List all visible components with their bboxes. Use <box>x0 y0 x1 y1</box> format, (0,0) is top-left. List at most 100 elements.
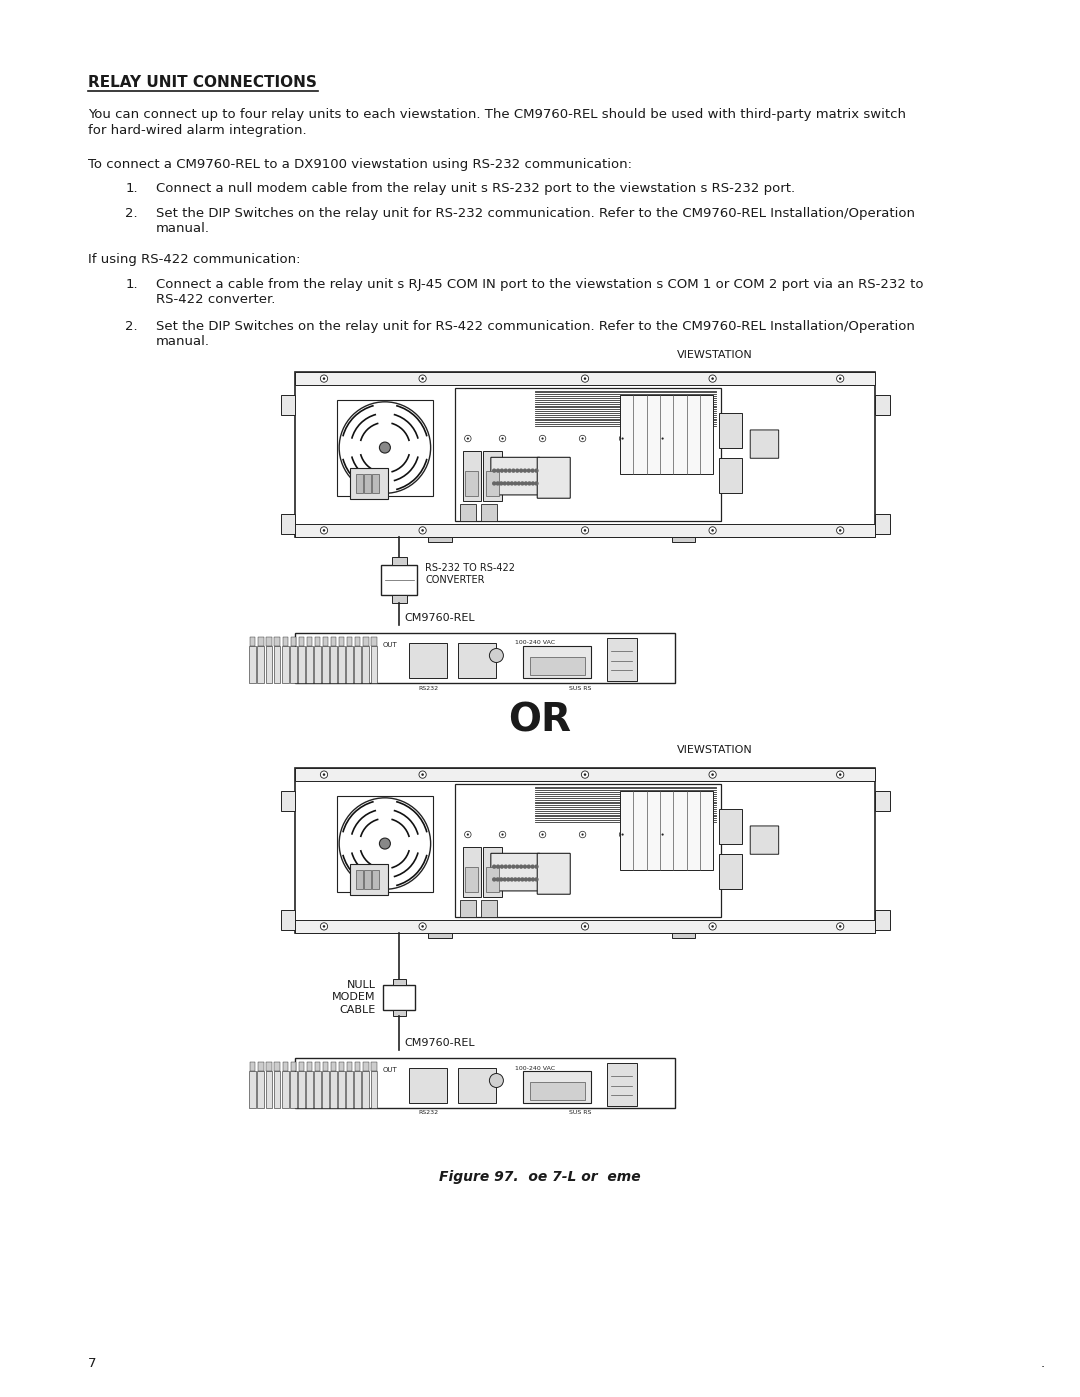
Circle shape <box>492 481 497 486</box>
Circle shape <box>839 529 841 532</box>
Bar <box>364 475 370 493</box>
Bar <box>330 645 337 683</box>
Bar <box>383 985 416 1010</box>
Bar <box>298 645 305 683</box>
Bar <box>283 637 287 645</box>
Circle shape <box>419 923 427 930</box>
Circle shape <box>323 774 325 775</box>
Circle shape <box>518 865 524 869</box>
Bar <box>718 458 742 493</box>
Bar <box>607 1063 637 1105</box>
Circle shape <box>489 648 503 662</box>
Circle shape <box>492 865 497 869</box>
Bar <box>314 1070 321 1108</box>
Bar <box>322 1070 329 1108</box>
Bar <box>486 868 499 893</box>
Bar <box>323 637 328 645</box>
Circle shape <box>502 481 507 486</box>
Circle shape <box>421 377 423 380</box>
Text: RELAY UNIT CONNECTIONS: RELAY UNIT CONNECTIONS <box>87 75 316 89</box>
Bar <box>672 933 696 937</box>
Circle shape <box>323 529 325 532</box>
Bar <box>258 1062 264 1070</box>
Bar <box>460 901 476 916</box>
Bar <box>455 784 721 916</box>
Circle shape <box>500 865 504 869</box>
Circle shape <box>489 1073 503 1087</box>
Circle shape <box>530 481 535 486</box>
Text: 7: 7 <box>87 1356 96 1370</box>
Circle shape <box>583 529 586 532</box>
Circle shape <box>510 877 514 882</box>
Bar <box>298 1070 305 1108</box>
Circle shape <box>467 437 469 440</box>
Circle shape <box>535 877 539 882</box>
Bar <box>281 791 295 810</box>
Circle shape <box>492 468 497 472</box>
Bar <box>330 1062 336 1070</box>
Bar <box>314 637 320 645</box>
Circle shape <box>419 374 427 383</box>
Bar <box>354 645 361 683</box>
Circle shape <box>839 377 841 380</box>
Bar <box>295 1058 675 1108</box>
Bar <box>364 870 370 888</box>
Circle shape <box>513 481 517 486</box>
Circle shape <box>583 377 586 380</box>
Bar <box>465 868 478 893</box>
Text: 1.: 1. <box>125 278 138 291</box>
Text: NULL
MODEM
CABLE: NULL MODEM CABLE <box>332 981 376 1014</box>
Circle shape <box>581 437 583 440</box>
Circle shape <box>527 468 531 472</box>
Circle shape <box>659 436 666 441</box>
Bar <box>330 637 336 645</box>
Text: RS-422 converter.: RS-422 converter. <box>156 293 275 306</box>
Text: VIEWSTATION: VIEWSTATION <box>677 745 753 754</box>
Bar <box>363 645 369 683</box>
Circle shape <box>515 468 519 472</box>
Bar <box>267 637 271 645</box>
Bar <box>392 557 406 564</box>
Bar <box>274 637 280 645</box>
Bar <box>257 1070 265 1108</box>
Circle shape <box>499 436 505 441</box>
Circle shape <box>837 923 843 930</box>
Text: RS232: RS232 <box>418 686 438 690</box>
Circle shape <box>499 831 505 838</box>
Bar <box>282 1070 288 1108</box>
Circle shape <box>581 527 589 534</box>
Bar <box>458 643 497 678</box>
Bar <box>307 637 312 645</box>
Circle shape <box>579 436 585 441</box>
Circle shape <box>524 877 528 882</box>
Bar <box>281 909 295 929</box>
Bar <box>482 504 497 521</box>
Bar <box>429 933 451 937</box>
Bar <box>295 633 675 683</box>
Bar <box>295 919 875 933</box>
Circle shape <box>712 529 714 532</box>
Circle shape <box>496 865 500 869</box>
Bar <box>295 372 875 386</box>
Text: Figure 97.  oe 7-L or  eme: Figure 97. oe 7-L or eme <box>440 1171 640 1185</box>
Circle shape <box>508 865 512 869</box>
Text: 2.: 2. <box>125 207 138 219</box>
Text: 2.: 2. <box>125 320 138 332</box>
Bar <box>347 637 352 645</box>
Text: manual.: manual. <box>156 222 210 235</box>
Circle shape <box>499 481 503 486</box>
Circle shape <box>464 436 471 441</box>
Bar <box>347 1070 353 1108</box>
Text: RS-232 TO RS-422
CONVERTER: RS-232 TO RS-422 CONVERTER <box>426 563 515 585</box>
Bar <box>381 564 417 595</box>
Circle shape <box>518 468 524 472</box>
Circle shape <box>712 774 714 775</box>
Bar <box>672 536 696 542</box>
Bar <box>370 645 377 683</box>
Text: 100-240 VAC: 100-240 VAC <box>515 1066 555 1070</box>
Circle shape <box>712 925 714 928</box>
Bar <box>306 1070 313 1108</box>
Bar <box>289 645 297 683</box>
Text: To connect a CM9760-REL to a DX9100 viewstation using RS-232 communication:: To connect a CM9760-REL to a DX9100 view… <box>87 158 632 170</box>
Bar <box>249 1070 256 1108</box>
